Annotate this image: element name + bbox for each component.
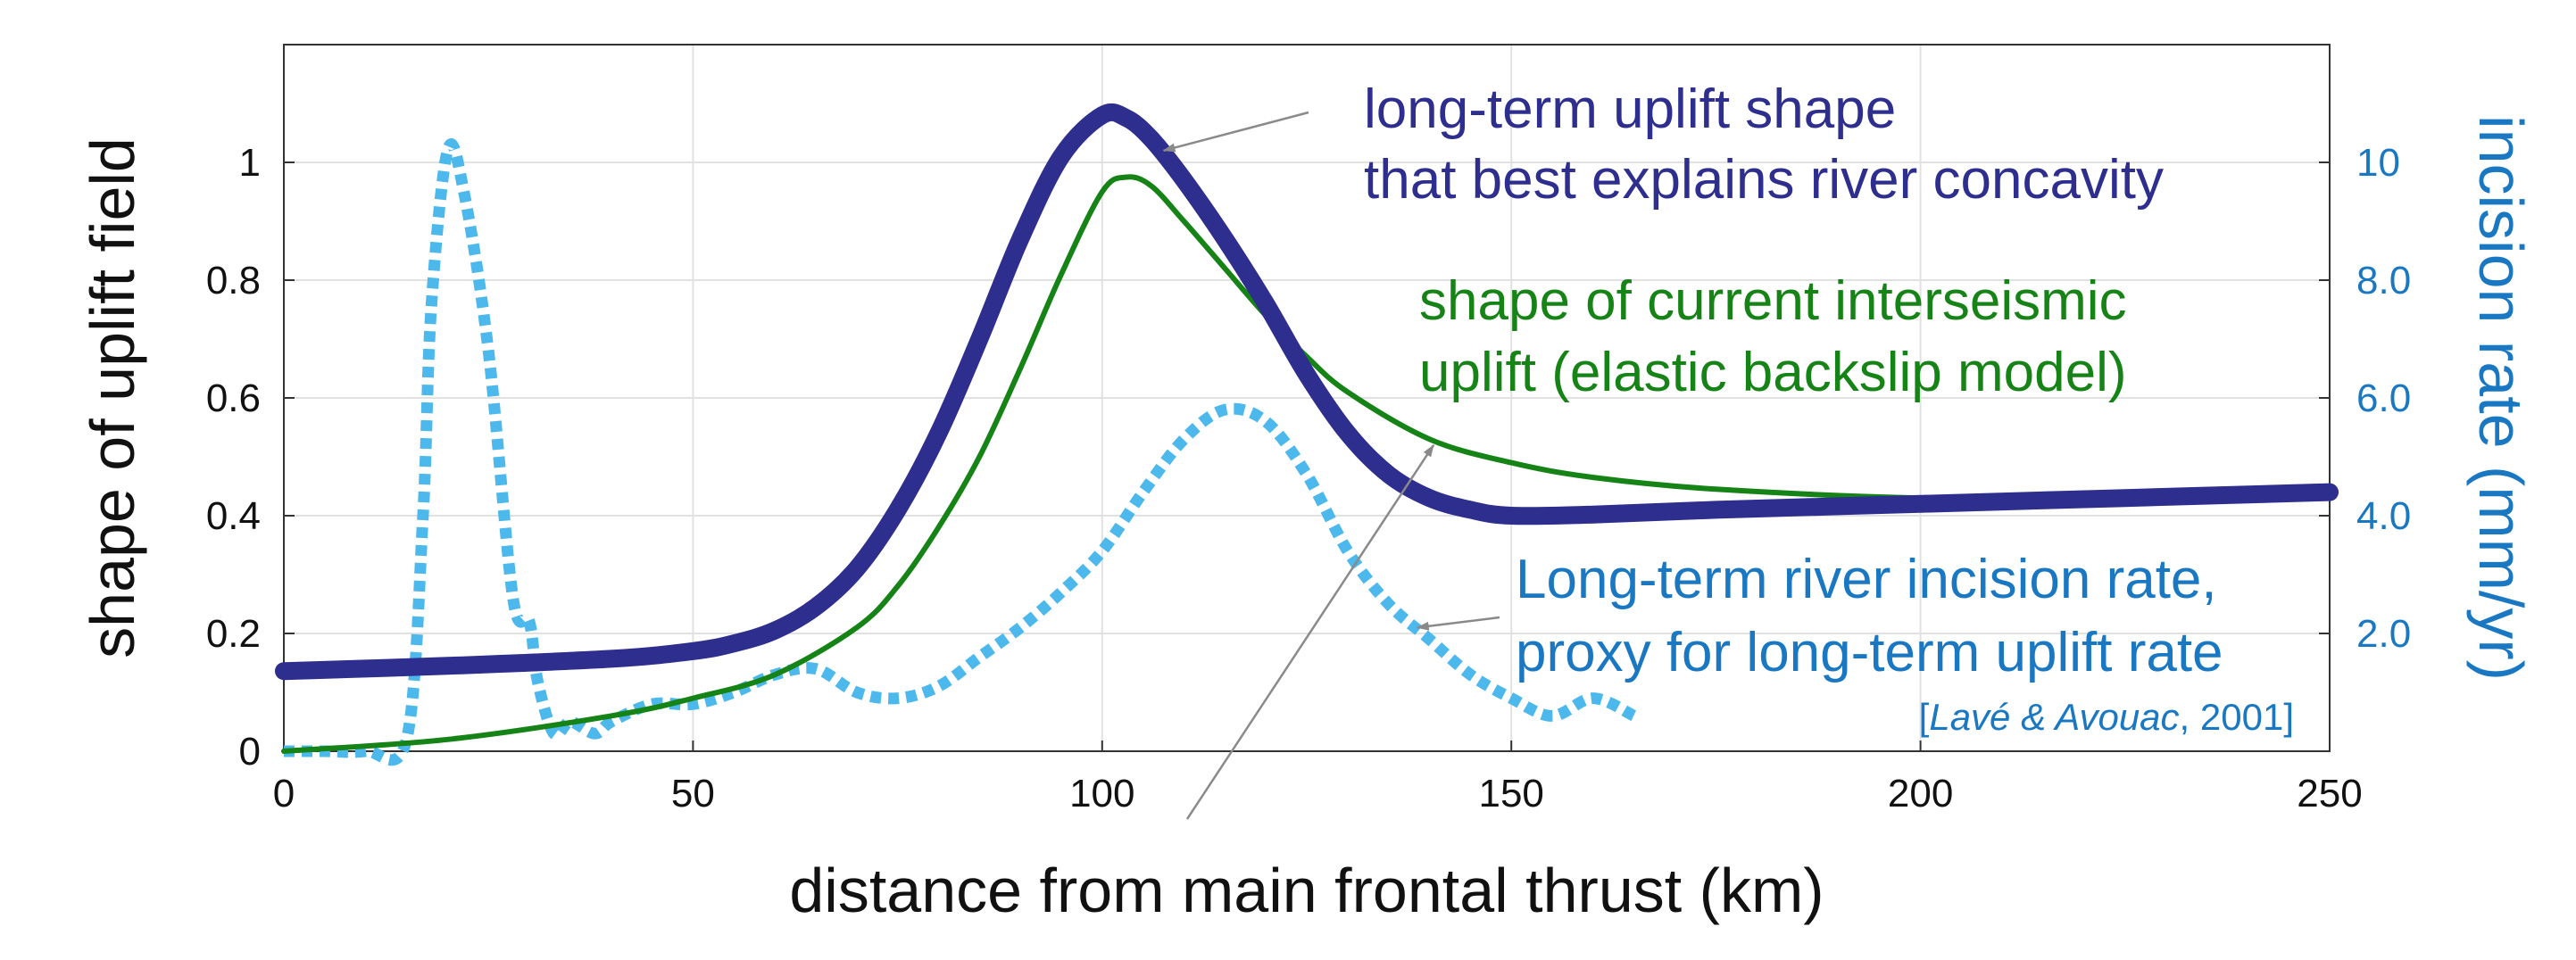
annotation-interseismic-uplift: shape of current interseismic uplift (el… [1419, 270, 2127, 403]
y-axis-right-ticks: 2.0 4.0 6.0 8.0 10 [2319, 141, 2411, 656]
leader-lines [1162, 111, 1500, 820]
y-right-tick-label: 10 [2356, 141, 2400, 185]
annotation-line: uplift (elastic backslip model) [1419, 342, 2127, 403]
y-axis-left-label: shape of uplift field [78, 137, 147, 658]
series-line-uplift_interseismic [281, 174, 2145, 754]
annotation-incision-rate: Long-term river incision rate, proxy for… [1516, 549, 2223, 683]
leader-arrow-long-term-uplift [1162, 111, 1309, 153]
y-right-tick-label: 2.0 [2356, 612, 2411, 656]
y-axis-right-label: incision rate (mm/yr) [2466, 115, 2536, 681]
y-left-tick-label: 0.2 [206, 612, 261, 656]
leader-arrow-interseismic-uplift [1185, 443, 1435, 820]
annotation-long-term-uplift: long-term uplift shape that best explain… [1364, 79, 2164, 211]
annotation-line: proxy for long-term uplift rate [1516, 622, 2223, 683]
x-tick-label: 0 [273, 772, 295, 815]
x-tick-label: 150 [1478, 772, 1543, 815]
y-axis-left-ticks: 0 0.2 0.4 0.6 0.8 1 [206, 141, 295, 774]
y-left-tick-label: 0.6 [206, 377, 261, 420]
annotation-line: Long-term river incision rate, [1516, 549, 2217, 610]
y-left-tick-label: 0.8 [206, 259, 261, 302]
annotation-line: shape of current interseismic [1419, 270, 2127, 332]
series-line-uplift_longterm [275, 103, 2339, 681]
x-tick-label: 200 [1888, 772, 1953, 815]
annotation-line: that best explains river concavity [1364, 149, 2164, 211]
leader-arrow-incision-rate [1416, 616, 1500, 631]
annotation-line: long-term uplift shape [1364, 79, 1896, 140]
x-tick-label: 50 [671, 772, 715, 815]
y-left-tick-label: 0.4 [206, 494, 261, 538]
series-layer [275, 103, 2339, 766]
y-right-tick-label: 4.0 [2356, 494, 2411, 538]
y-right-tick-label: 6.0 [2356, 377, 2411, 420]
x-tick-label: 100 [1069, 772, 1134, 815]
y-right-tick-label: 8.0 [2356, 259, 2411, 302]
x-axis-ticks: 0 50 100 150 200 250 [273, 741, 2363, 815]
citation: [Lavé & Avouac, 2001] [1919, 696, 2294, 738]
y-left-tick-label: 1 [239, 141, 261, 185]
y-left-tick-label: 0 [239, 730, 261, 774]
x-axis-label: distance from main frontal thrust (km) [789, 856, 1824, 925]
x-tick-label: 250 [2297, 772, 2362, 815]
